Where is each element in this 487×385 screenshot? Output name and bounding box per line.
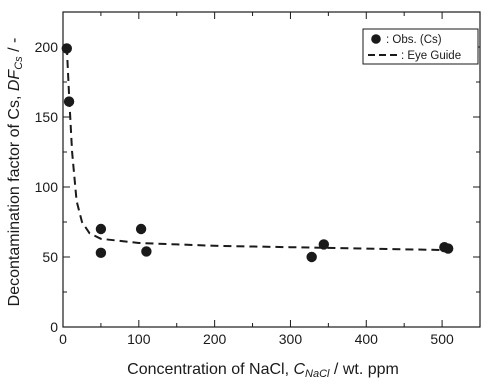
y-tick-label: 150 (35, 109, 59, 125)
y-tick-label: 100 (35, 179, 59, 195)
legend-label-obs: : Obs. (Cs) (386, 34, 442, 46)
plot-frame (62, 11, 481, 328)
y-axis-title: Decontamination factor of Cs, DFCs / - (6, 38, 25, 307)
legend-marker-obs (371, 34, 381, 44)
x-tick-label: 0 (59, 331, 67, 347)
data-point-obs-cs (141, 246, 152, 257)
y-tick-label: 200 (35, 39, 59, 55)
data-point-obs-cs (318, 239, 330, 250)
eye-guide-series (65, 46, 443, 251)
legend: : Obs. (Cs) : Eye Guide (362, 28, 479, 65)
data-point-obs-cs (61, 43, 72, 54)
eye-guide-line (65, 46, 443, 251)
obs-cs-series (61, 43, 454, 263)
legend-label-eye-guide: : Eye Guide (401, 50, 461, 62)
x-tick-label: 300 (279, 331, 303, 347)
data-point-obs-cs (95, 247, 107, 258)
x-axis-title: Concentration of NaCl, CNaCl / wt. ppm (127, 361, 399, 380)
data-point-obs-cs (306, 251, 317, 263)
plot-area (62, 11, 481, 328)
data-point-obs-cs (63, 96, 75, 107)
y-tick-label: 0 (50, 319, 58, 335)
y-tick-label: 50 (42, 249, 58, 265)
x-tick-label: 100 (127, 331, 151, 347)
axis-ticks: 0 100 200 300 400 500 0 50 100 150 200 (35, 12, 480, 347)
x-tick-label: 400 (355, 331, 379, 347)
data-point-obs-cs (95, 223, 107, 235)
data-point-obs-cs (135, 223, 147, 235)
x-tick-label: 200 (203, 331, 227, 347)
data-point-obs-cs (442, 243, 454, 254)
x-tick-label: 500 (430, 331, 454, 347)
legend-box (362, 28, 479, 65)
